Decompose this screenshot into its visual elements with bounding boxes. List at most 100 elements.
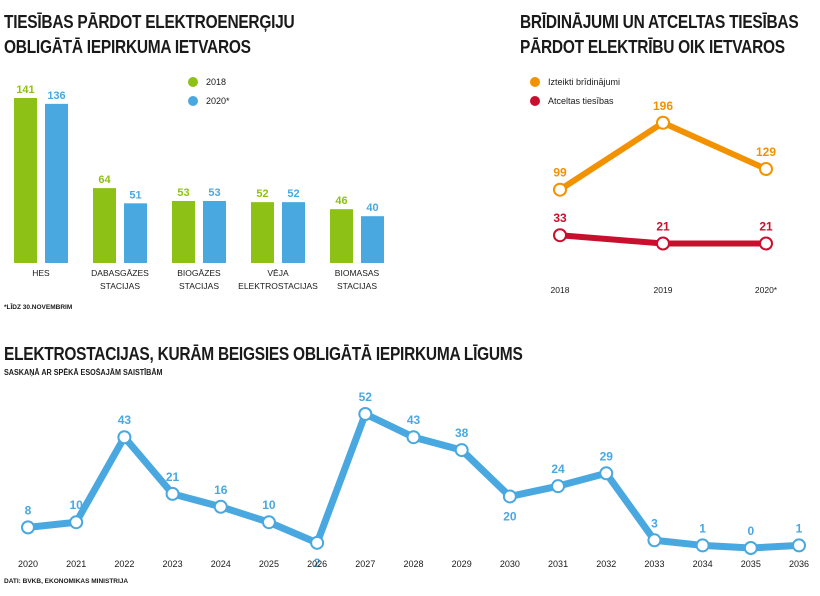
x-tick-label: 2021 bbox=[66, 559, 86, 569]
bar-2020-4 bbox=[282, 202, 305, 263]
contracts-value-label: 21 bbox=[166, 470, 180, 484]
legend-2018: 2018 bbox=[188, 77, 226, 87]
contracts-value-label: 2 bbox=[314, 556, 321, 570]
x-tick-label: 2020 bbox=[18, 559, 38, 569]
bar-2018-5 bbox=[330, 209, 353, 263]
contracts-value-label: 43 bbox=[407, 413, 421, 427]
warnings-point bbox=[656, 115, 670, 130]
contracts-point bbox=[792, 538, 806, 553]
category-label: STACIJAS bbox=[337, 281, 377, 291]
x-tick-label: 2028 bbox=[403, 559, 423, 569]
legend-2020: 2020* bbox=[188, 96, 230, 106]
x-tick-label: 2033 bbox=[644, 559, 664, 569]
legend-revoked-swatch bbox=[530, 96, 540, 106]
contracts-point bbox=[599, 466, 614, 481]
warnings-value-label: 99 bbox=[553, 166, 567, 180]
contracts-point bbox=[743, 541, 758, 555]
legend-warnings-swatch bbox=[530, 77, 540, 87]
contracts-point bbox=[406, 430, 421, 445]
x-tick-label: 2036 bbox=[789, 559, 809, 569]
x-tick-label: 2022 bbox=[114, 559, 134, 569]
bar-value-label: 51 bbox=[129, 189, 141, 201]
bar-2018-4 bbox=[251, 202, 274, 263]
bar-chart: 141 136 HES 64 51 DABASGĀZES STACIJAS 53 53 BIOGĀ… bbox=[14, 84, 384, 291]
contracts-value-label: 3 bbox=[651, 516, 658, 530]
x-tick-label: 2032 bbox=[596, 559, 616, 569]
legend-2018-label: 2018 bbox=[206, 77, 227, 87]
warnings-point bbox=[759, 161, 773, 176]
x-tick-label: 2024 bbox=[211, 559, 231, 569]
bar-value-label: 46 bbox=[335, 195, 347, 207]
bar-value-label: 52 bbox=[256, 188, 268, 200]
category-label: VĒJA bbox=[267, 268, 289, 278]
x-tick-label: 2035 bbox=[741, 559, 761, 569]
contracts-value-label: 20 bbox=[503, 509, 517, 523]
contracts-point bbox=[69, 515, 84, 530]
bar-chart-footnote: *LĪDZ 30.NOVEMBRIM bbox=[4, 304, 73, 311]
revoked-point bbox=[656, 236, 670, 251]
x-tick-label: 2020* bbox=[755, 285, 778, 295]
contracts-point bbox=[502, 489, 517, 504]
bar-value-label: 53 bbox=[177, 187, 189, 199]
revoked-value-label: 21 bbox=[759, 220, 773, 234]
x-tick-label: 2019 bbox=[654, 285, 673, 295]
contracts-value-label: 38 bbox=[455, 426, 469, 440]
contracts-value-label: 1 bbox=[699, 521, 706, 535]
contracts-chart-subtitle: SASKAŅĀ AR SPĒKĀ ESOŠAJĀM SAISTĪBĀM bbox=[4, 368, 163, 377]
x-tick-label: 2031 bbox=[548, 559, 568, 569]
contracts-value-label: 52 bbox=[359, 390, 373, 404]
bar-value-label: 136 bbox=[47, 90, 65, 102]
legend-2018-swatch bbox=[188, 77, 198, 87]
bar-2020-1 bbox=[45, 103, 68, 263]
x-tick-label: 2029 bbox=[452, 559, 472, 569]
contracts-value-label: 16 bbox=[214, 483, 228, 497]
legend-2020-label: 2020* bbox=[206, 96, 230, 106]
contracts-point bbox=[213, 499, 228, 514]
x-tick-label: 2027 bbox=[355, 559, 375, 569]
warnings-value-label: 129 bbox=[756, 145, 776, 159]
category-label: ELEKTROSTACIJAS bbox=[238, 281, 318, 291]
warnings-line-chart: 99 196 129 33 21 21 2018 2019 2020* bbox=[551, 99, 778, 295]
bar-value-label: 64 bbox=[98, 174, 111, 186]
source-note: DATI: BVKB, EKONOMIKAS MINISTRIJA bbox=[4, 578, 129, 585]
contracts-value-label: 10 bbox=[262, 498, 276, 512]
legend-revoked: Atceltas tiesības bbox=[530, 96, 614, 106]
category-label: STACIJAS bbox=[100, 281, 140, 291]
contracts-point bbox=[21, 520, 35, 535]
legend-revoked-label: Atceltas tiesības bbox=[548, 96, 614, 106]
bar-chart-title-line2: OBLIGĀTĀ IEPIRKUMA IETVAROS bbox=[4, 37, 251, 57]
warnings-value-label: 196 bbox=[653, 99, 673, 113]
revoked-point bbox=[553, 228, 567, 243]
contracts-value-label: 0 bbox=[747, 524, 754, 538]
contracts-value-label: 29 bbox=[600, 449, 614, 463]
contracts-point bbox=[165, 486, 180, 501]
contracts-value-label: 1 bbox=[796, 521, 803, 535]
x-tick-label: 2034 bbox=[693, 559, 713, 569]
contracts-point bbox=[117, 430, 132, 445]
bar-value-label: 53 bbox=[208, 187, 220, 199]
x-tick-label: 2030 bbox=[500, 559, 520, 569]
x-tick-label: 2026 bbox=[307, 559, 327, 569]
contracts-point bbox=[261, 515, 276, 530]
legend-2020-swatch bbox=[188, 96, 198, 106]
revoked-value-label: 21 bbox=[656, 220, 670, 234]
bar-2018-3 bbox=[172, 200, 195, 263]
bar-value-label: 52 bbox=[287, 188, 299, 200]
contracts-point bbox=[310, 535, 325, 550]
contracts-value-label: 24 bbox=[551, 462, 565, 476]
category-label: BIOGĀZES bbox=[177, 268, 221, 278]
bar-value-label: 40 bbox=[366, 202, 378, 214]
bar-2018-1 bbox=[14, 98, 37, 263]
warnings-chart-title-line2: PĀRDOT ELEKTRĪBU OIK IETVAROS bbox=[520, 37, 785, 57]
warnings-point bbox=[553, 182, 567, 197]
contracts-value-label: 10 bbox=[70, 498, 84, 512]
legend-warnings-label: Izteikti brīdinājumi bbox=[548, 77, 621, 87]
contracts-point bbox=[454, 443, 469, 458]
bar-value-label: 141 bbox=[16, 84, 34, 96]
contracts-point bbox=[695, 538, 710, 553]
contracts-point bbox=[551, 479, 566, 494]
x-tick-label: 2018 bbox=[551, 285, 570, 295]
warnings-chart-title-line1: BRĪDINĀJUMI UN ATCELTAS TIESĪBAS bbox=[520, 12, 799, 32]
bar-2018-2 bbox=[93, 188, 116, 263]
